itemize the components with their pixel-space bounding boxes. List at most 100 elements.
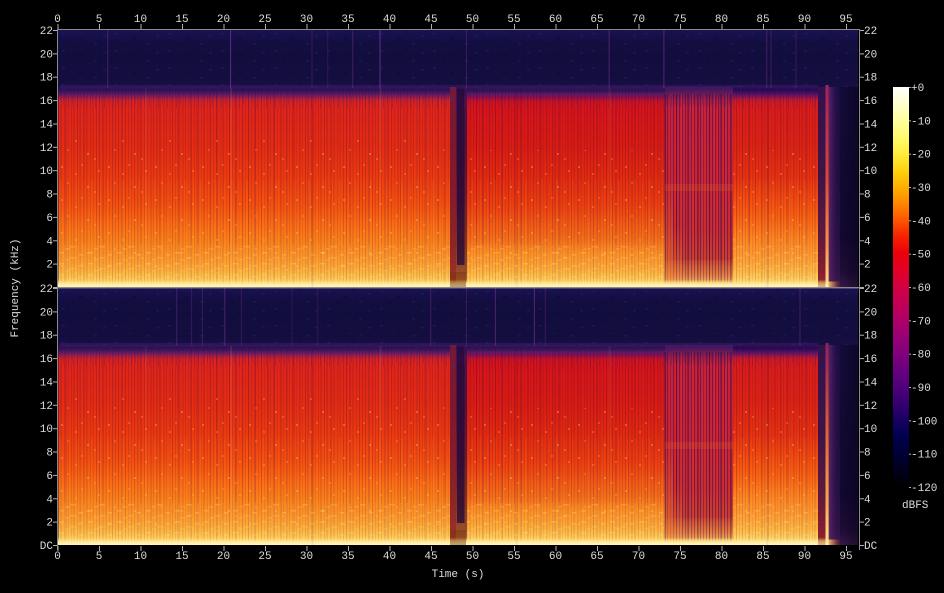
- svg-text:8: 8: [864, 190, 871, 202]
- svg-text:10: 10: [40, 424, 53, 436]
- svg-text:20: 20: [864, 49, 877, 61]
- svg-text:85: 85: [756, 551, 769, 563]
- svg-text:4: 4: [864, 236, 871, 248]
- svg-text:2: 2: [864, 518, 871, 530]
- svg-text:-30: -30: [911, 183, 931, 195]
- svg-text:80: 80: [715, 14, 728, 26]
- svg-text:35: 35: [341, 14, 354, 26]
- svg-text:-60: -60: [911, 283, 931, 295]
- svg-text:-20: -20: [911, 150, 931, 162]
- svg-text:2: 2: [46, 260, 53, 272]
- svg-text:10: 10: [864, 166, 877, 178]
- svg-text:75: 75: [673, 14, 686, 26]
- svg-text:18: 18: [40, 331, 53, 343]
- svg-text:15: 15: [175, 14, 188, 26]
- svg-text:15: 15: [175, 551, 188, 563]
- svg-text:Time (s): Time (s): [432, 569, 485, 581]
- svg-text:-10: -10: [911, 116, 931, 128]
- svg-text:25: 25: [258, 14, 271, 26]
- svg-text:Frequency (kHz): Frequency (kHz): [10, 238, 22, 337]
- svg-text:12: 12: [40, 143, 53, 155]
- svg-text:22: 22: [864, 26, 877, 38]
- svg-text:55: 55: [507, 14, 520, 26]
- svg-text:60: 60: [549, 551, 562, 563]
- svg-text:12: 12: [40, 401, 53, 413]
- svg-text:6: 6: [46, 213, 53, 225]
- svg-text:60: 60: [549, 14, 562, 26]
- svg-text:-50: -50: [911, 250, 931, 262]
- svg-text:10: 10: [134, 14, 147, 26]
- svg-text:4: 4: [864, 494, 871, 506]
- svg-text:30: 30: [300, 14, 313, 26]
- svg-text:-70: -70: [911, 316, 931, 328]
- svg-text:16: 16: [864, 354, 877, 366]
- svg-text:DC: DC: [864, 541, 878, 553]
- svg-text:90: 90: [798, 14, 811, 26]
- svg-text:30: 30: [300, 551, 313, 563]
- svg-text:0: 0: [54, 14, 61, 26]
- svg-text:dBFS: dBFS: [902, 500, 929, 512]
- svg-text:14: 14: [864, 378, 878, 390]
- svg-text:10: 10: [40, 166, 53, 178]
- svg-text:20: 20: [40, 49, 53, 61]
- svg-text:80: 80: [715, 551, 728, 563]
- svg-text:10: 10: [864, 424, 877, 436]
- svg-text:-110: -110: [911, 450, 937, 462]
- svg-text:5: 5: [96, 551, 103, 563]
- svg-text:70: 70: [632, 14, 645, 26]
- svg-text:90: 90: [798, 551, 811, 563]
- svg-text:16: 16: [40, 354, 53, 366]
- svg-text:40: 40: [383, 551, 396, 563]
- svg-text:95: 95: [839, 14, 852, 26]
- svg-text:95: 95: [839, 551, 852, 563]
- svg-text:10: 10: [134, 551, 147, 563]
- svg-text:0: 0: [54, 551, 61, 563]
- svg-text:14: 14: [864, 120, 878, 132]
- svg-text:55: 55: [507, 551, 520, 563]
- svg-text:45: 45: [424, 551, 437, 563]
- svg-text:18: 18: [40, 73, 53, 85]
- svg-text:20: 20: [864, 307, 877, 319]
- svg-text:35: 35: [341, 551, 354, 563]
- svg-text:+0: +0: [911, 83, 924, 95]
- svg-text:65: 65: [590, 14, 603, 26]
- svg-text:25: 25: [258, 551, 271, 563]
- svg-text:-100: -100: [911, 416, 937, 428]
- svg-text:75: 75: [673, 551, 686, 563]
- svg-text:6: 6: [864, 471, 871, 483]
- svg-text:50: 50: [466, 14, 479, 26]
- svg-text:20: 20: [40, 307, 53, 319]
- svg-text:12: 12: [864, 143, 877, 155]
- svg-text:-90: -90: [911, 383, 931, 395]
- svg-text:-80: -80: [911, 350, 931, 362]
- svg-text:6: 6: [46, 471, 53, 483]
- svg-text:4: 4: [46, 494, 53, 506]
- svg-text:14: 14: [40, 120, 54, 132]
- svg-text:16: 16: [864, 96, 877, 108]
- svg-text:2: 2: [864, 260, 871, 272]
- svg-text:14: 14: [40, 378, 54, 390]
- svg-text:45: 45: [424, 14, 437, 26]
- svg-text:40: 40: [383, 14, 396, 26]
- svg-text:2: 2: [46, 518, 53, 530]
- svg-text:18: 18: [864, 73, 877, 85]
- svg-text:8: 8: [46, 190, 53, 202]
- svg-text:8: 8: [864, 448, 871, 460]
- svg-text:85: 85: [756, 14, 769, 26]
- svg-text:20: 20: [217, 14, 230, 26]
- svg-text:22: 22: [40, 26, 53, 38]
- svg-text:6: 6: [864, 213, 871, 225]
- svg-text:12: 12: [864, 401, 877, 413]
- svg-text:-40: -40: [911, 216, 931, 228]
- svg-text:DC: DC: [40, 541, 54, 553]
- svg-text:-120: -120: [911, 483, 937, 495]
- svg-text:22: 22: [864, 284, 877, 296]
- svg-text:5: 5: [96, 14, 103, 26]
- svg-text:16: 16: [40, 96, 53, 108]
- svg-text:8: 8: [46, 448, 53, 460]
- svg-text:50: 50: [466, 551, 479, 563]
- svg-text:4: 4: [46, 236, 53, 248]
- svg-text:22: 22: [40, 284, 53, 296]
- svg-text:65: 65: [590, 551, 603, 563]
- svg-text:18: 18: [864, 331, 877, 343]
